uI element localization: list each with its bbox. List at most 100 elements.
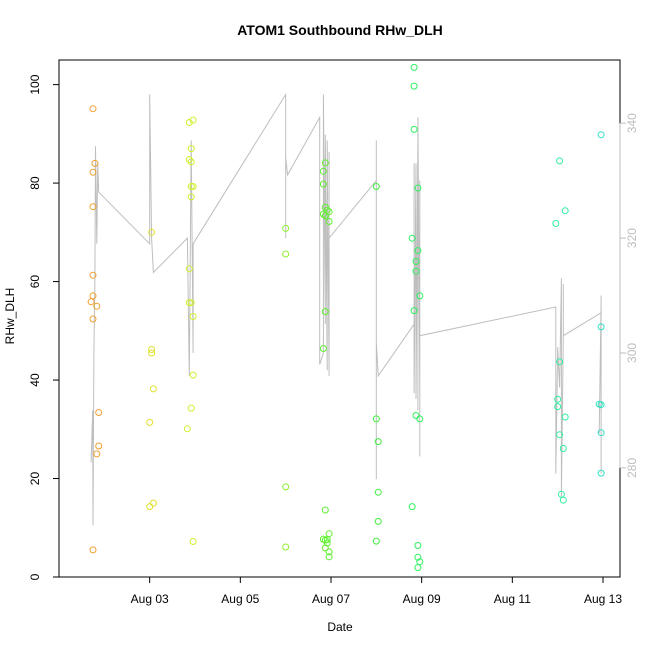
axes: Aug 03 Aug 05 Aug 07 Aug 09 Aug 11 Aug 13 0 20 4… — [28, 59, 639, 606]
data-point — [595, 400, 603, 408]
data-point — [414, 184, 422, 192]
data-point — [187, 404, 195, 412]
data-point — [87, 298, 95, 306]
data-point — [89, 546, 97, 554]
data-point — [89, 315, 97, 323]
data-point — [597, 469, 605, 477]
data-point — [374, 488, 382, 496]
data-point — [89, 271, 97, 279]
data-point — [189, 538, 197, 545]
data-point — [321, 212, 329, 220]
y-tick-label: 20 — [28, 472, 42, 486]
data-point — [372, 415, 380, 423]
data-point — [559, 445, 567, 452]
data-point — [410, 82, 418, 90]
x-tick-label: Aug 05 — [221, 592, 259, 606]
data-point — [554, 403, 562, 411]
x-tick-label: Aug 09 — [403, 592, 441, 606]
data-point — [282, 250, 290, 258]
y-axis-label: RHw_DLH — [3, 288, 17, 345]
plot-frame — [58, 59, 621, 578]
data-point — [556, 157, 564, 165]
data-point — [416, 415, 424, 423]
data-point — [597, 323, 605, 331]
data-point — [414, 542, 422, 549]
data-point — [187, 299, 195, 307]
data-point — [189, 116, 197, 124]
data-point — [282, 224, 290, 232]
x-tick-label: Aug 03 — [131, 592, 169, 606]
data-point — [91, 159, 99, 167]
data-point — [325, 208, 333, 216]
data-point — [374, 517, 382, 525]
data-point — [189, 183, 197, 190]
data-point — [148, 228, 156, 236]
data-point — [414, 247, 422, 255]
data-point — [319, 180, 327, 188]
secondary-line — [90, 92, 602, 526]
data-point — [325, 553, 333, 561]
data-point — [556, 431, 564, 439]
data-point — [325, 530, 333, 538]
data-point — [552, 220, 560, 227]
y-tick-label: 0 — [28, 573, 42, 580]
data-point — [412, 412, 420, 419]
data-point — [319, 167, 327, 175]
data-point — [319, 345, 327, 352]
data-point — [408, 234, 416, 242]
data-point — [185, 299, 193, 307]
data-points — [87, 63, 605, 572]
data-point — [187, 145, 195, 153]
data-point — [408, 503, 416, 511]
data-point — [597, 429, 605, 437]
y2-tick-label: 280 — [625, 458, 639, 478]
data-point — [187, 183, 195, 190]
y2-tick-label: 340 — [625, 113, 639, 133]
data-point — [282, 483, 290, 491]
data-point — [187, 158, 195, 166]
data-point — [414, 564, 422, 572]
data-point — [95, 409, 103, 416]
x-tick-label: Aug 13 — [584, 592, 622, 606]
x-axis-label: Date — [327, 620, 353, 634]
data-point — [187, 193, 195, 201]
x-tick-label: Aug 11 — [494, 592, 531, 606]
data-point — [146, 418, 154, 426]
data-point — [93, 450, 101, 458]
secondary-series-line — [90, 92, 602, 526]
chart-title: ATOM1 Southbound RHw_DLH — [237, 22, 443, 38]
data-point — [185, 119, 193, 126]
data-point — [183, 425, 191, 433]
data-point — [319, 210, 327, 218]
data-point — [93, 302, 101, 310]
data-point — [416, 292, 424, 300]
y-tick-label: 100 — [28, 74, 42, 94]
data-point — [149, 499, 157, 507]
data-point — [89, 168, 97, 176]
y2-tick-label: 320 — [625, 228, 639, 248]
y2-tick-label: 300 — [625, 343, 639, 363]
data-point — [321, 506, 329, 514]
data-point — [372, 537, 380, 545]
y-tick-label: 40 — [28, 373, 42, 387]
data-point — [412, 267, 420, 275]
data-point — [561, 207, 569, 215]
data-point — [189, 313, 197, 320]
data-point — [148, 346, 156, 353]
data-point — [95, 442, 103, 450]
data-point — [412, 257, 420, 265]
data-point — [89, 105, 97, 113]
data-point — [374, 438, 382, 446]
data-point — [410, 307, 418, 315]
y-tick-label: 60 — [28, 275, 42, 289]
data-point — [146, 503, 154, 511]
data-point — [325, 548, 333, 556]
data-point — [149, 385, 157, 393]
data-point — [554, 395, 562, 403]
data-point — [185, 265, 193, 273]
data-point — [410, 63, 418, 71]
data-point — [410, 125, 418, 133]
data-point — [189, 371, 197, 379]
data-point — [282, 543, 290, 551]
